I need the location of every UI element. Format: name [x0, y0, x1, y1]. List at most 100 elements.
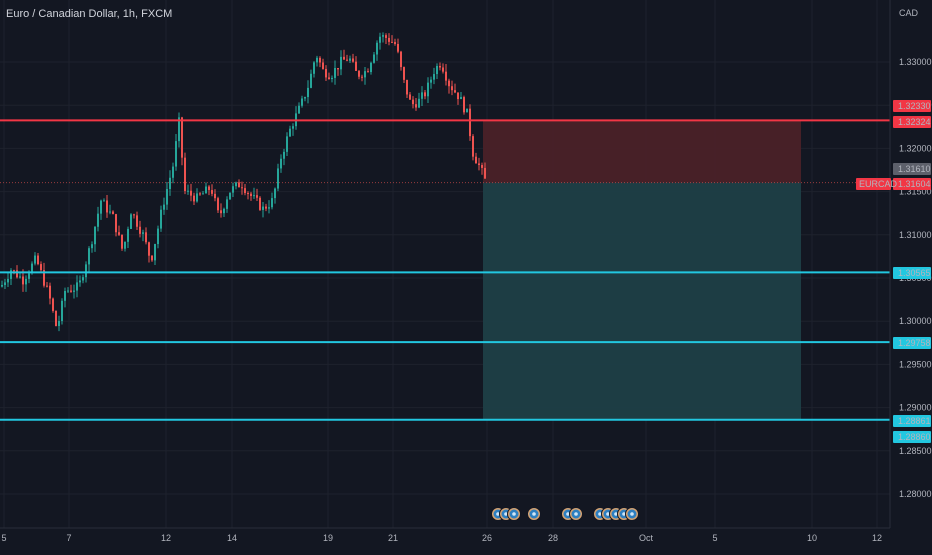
candle-body	[475, 156, 477, 164]
candle-body	[289, 128, 291, 137]
candle-body	[463, 97, 465, 113]
candle-body	[151, 255, 153, 261]
time-tick-label: 12	[872, 533, 882, 543]
candle-body	[67, 290, 69, 292]
candle-body	[4, 282, 6, 286]
candle-body	[118, 232, 120, 235]
candle-body	[43, 270, 45, 286]
candle-body	[424, 92, 426, 97]
candle-body	[226, 199, 228, 209]
candle-body	[103, 200, 105, 202]
candle-body	[163, 204, 165, 210]
currency-label: CAD	[899, 8, 919, 18]
candle-body	[223, 208, 225, 214]
candle-body	[325, 68, 327, 78]
candle-body	[313, 62, 315, 74]
candle-body	[454, 90, 456, 93]
candle-body	[388, 37, 390, 42]
candle-body	[397, 43, 399, 52]
candle-body	[301, 98, 303, 106]
candle-body	[250, 193, 252, 197]
candle-body	[433, 74, 435, 80]
price-label-current-a: 1.31610	[898, 164, 931, 174]
candle-body	[319, 57, 321, 63]
candle-body	[391, 41, 393, 43]
candle-body	[112, 211, 114, 215]
price-label-support-2-box	[893, 337, 931, 349]
candle-body	[115, 214, 117, 233]
candle-body	[337, 68, 339, 70]
candle-body	[466, 108, 468, 113]
candle-body	[262, 206, 264, 210]
candle-body	[166, 189, 168, 205]
candle-body	[136, 215, 138, 227]
symbol-tag-box	[856, 178, 891, 190]
candle-body	[58, 321, 60, 327]
candle-body	[292, 126, 294, 129]
candle-body	[253, 195, 255, 197]
candle-body	[220, 210, 222, 214]
stop-loss-zone[interactable]	[483, 120, 801, 183]
price-tick-label: 1.32000	[899, 143, 932, 153]
price-label-current-b: 1.31604	[898, 179, 931, 189]
candle-body	[73, 290, 75, 292]
candle-body	[157, 228, 159, 245]
candle-body	[64, 291, 66, 301]
candle-body	[181, 117, 183, 158]
time-tick-label: 21	[388, 533, 398, 543]
price-label-current-b-box	[893, 178, 931, 190]
price-label-support-1-box	[893, 267, 931, 279]
time-tick-label: Oct	[639, 533, 654, 543]
candle-body	[49, 285, 51, 299]
candle-body	[469, 108, 471, 137]
candle-body	[10, 270, 12, 279]
candle-body	[379, 36, 381, 43]
event-marker-dot	[574, 512, 578, 516]
candle-body	[190, 190, 192, 196]
candle-body	[439, 66, 441, 68]
price-label-support-3a: 1.28861	[898, 416, 931, 426]
event-marker-dot	[606, 512, 610, 516]
candle-body	[172, 166, 174, 178]
event-marker-dot	[614, 512, 618, 516]
take-profit-zone[interactable]	[483, 182, 801, 420]
event-marker-dot	[630, 512, 634, 516]
candle-body	[79, 280, 81, 283]
candle-body	[52, 298, 54, 311]
candle-body	[322, 62, 324, 69]
candle-body	[259, 197, 261, 210]
candle-body	[121, 234, 123, 249]
time-tick-label: 5	[712, 533, 717, 543]
candle-body	[442, 67, 444, 72]
candle-body	[286, 136, 288, 152]
price-label-support-3a-box	[893, 415, 931, 427]
candle-body	[235, 182, 237, 187]
candle-body	[298, 105, 300, 114]
candle-body	[331, 77, 333, 80]
candle-body	[268, 207, 270, 209]
candle-body	[232, 186, 234, 193]
candle-body	[421, 92, 423, 99]
candle-body	[205, 186, 207, 194]
candle-body	[133, 214, 135, 216]
symbol-title[interactable]: Euro / Canadian Dollar, 1h, FXCM	[6, 8, 173, 20]
candle-body	[178, 117, 180, 142]
candle-body	[37, 255, 39, 265]
candle-body	[412, 99, 414, 105]
candle-body	[370, 62, 372, 73]
price-tick-label: 1.29000	[899, 403, 932, 413]
candle-body	[373, 54, 375, 63]
candle-body	[448, 80, 450, 87]
time-tick-label: 28	[548, 533, 558, 543]
price-label-support-2: 1.29758	[898, 338, 931, 348]
candle-body	[40, 264, 42, 271]
candle-body	[97, 213, 99, 227]
candle-body	[145, 232, 147, 243]
candle-body	[343, 56, 345, 60]
candle-body	[202, 193, 204, 195]
candle-body	[160, 209, 162, 229]
candle-body	[82, 277, 84, 281]
candle-body	[328, 77, 330, 80]
